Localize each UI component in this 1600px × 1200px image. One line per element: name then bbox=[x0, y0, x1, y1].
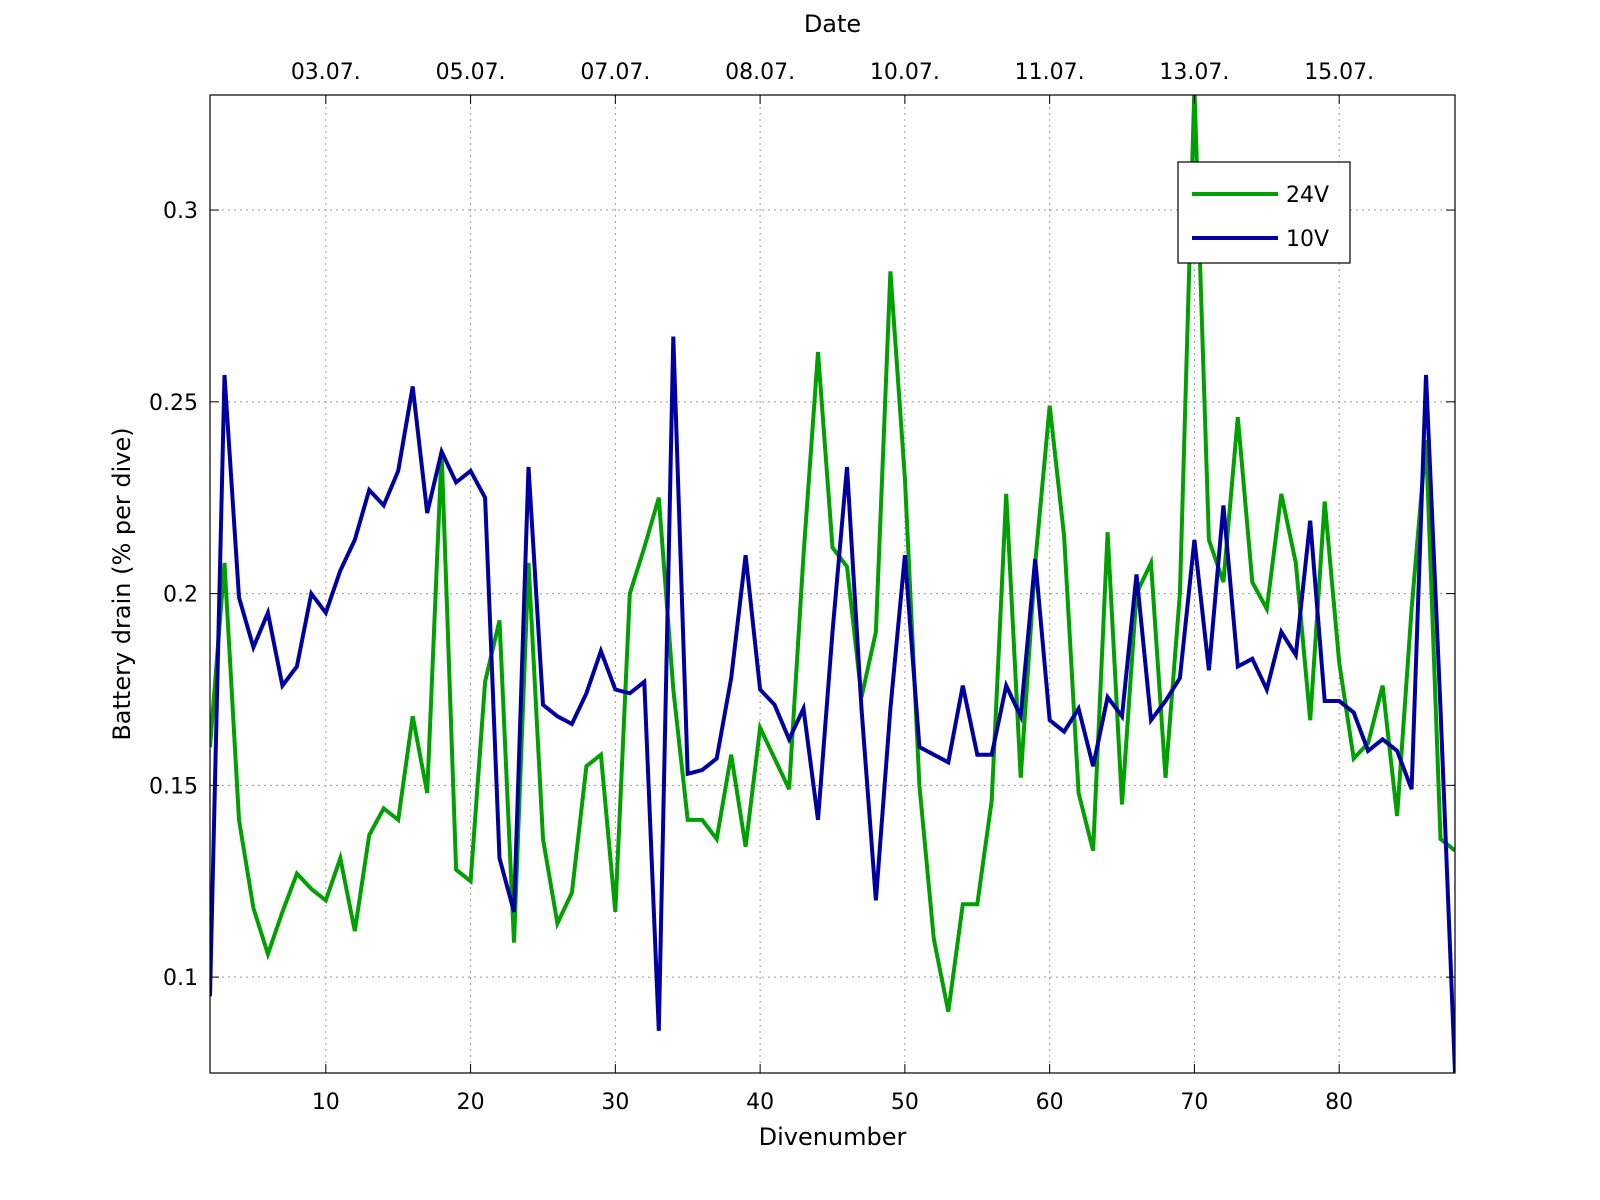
x-tick-label: 80 bbox=[1325, 1090, 1353, 1115]
plot-frame bbox=[209, 94, 1456, 1074]
legend-box bbox=[1177, 161, 1351, 264]
top-tick-label: 08.07. bbox=[725, 60, 795, 85]
top-tick-label: 10.07. bbox=[870, 60, 940, 85]
top-tick-label: 03.07. bbox=[291, 60, 361, 85]
x-tick-label: 60 bbox=[1036, 1090, 1064, 1115]
top-tick-label: 13.07. bbox=[1159, 60, 1229, 85]
x-tick-label: 10 bbox=[312, 1090, 340, 1115]
legend-entry: 10V bbox=[1286, 227, 1329, 252]
y-tick-label: 0.15 bbox=[149, 774, 198, 799]
y-tick-label: 0.1 bbox=[163, 966, 198, 991]
x-tick-label: 40 bbox=[746, 1090, 774, 1115]
top-tick-label: 11.07. bbox=[1015, 60, 1085, 85]
x-tick-label: 20 bbox=[457, 1090, 485, 1115]
x-axis-label: Divenumber bbox=[759, 1123, 907, 1151]
y-tick-label: 0.2 bbox=[163, 583, 198, 608]
x-tick-label: 30 bbox=[601, 1090, 629, 1115]
top-tick-label: 15.07. bbox=[1304, 60, 1374, 85]
series-line-24v bbox=[210, 95, 1455, 1012]
x-tick-label: 70 bbox=[1180, 1090, 1208, 1115]
legend: 24V 10V bbox=[1177, 161, 1351, 264]
top-axis-label: Date bbox=[804, 10, 861, 38]
top-tick-label: 05.07. bbox=[436, 60, 506, 85]
legend-entry: 24V bbox=[1286, 183, 1329, 208]
series-line-10v bbox=[210, 336, 1455, 1073]
x-tick-label: 50 bbox=[891, 1090, 919, 1115]
top-tick-label: 07.07. bbox=[580, 60, 650, 85]
y-tick-label: 0.25 bbox=[149, 391, 198, 416]
y-tick-label: 0.3 bbox=[163, 199, 198, 224]
y-axis-label: Battery drain (% per dive) bbox=[108, 427, 136, 740]
